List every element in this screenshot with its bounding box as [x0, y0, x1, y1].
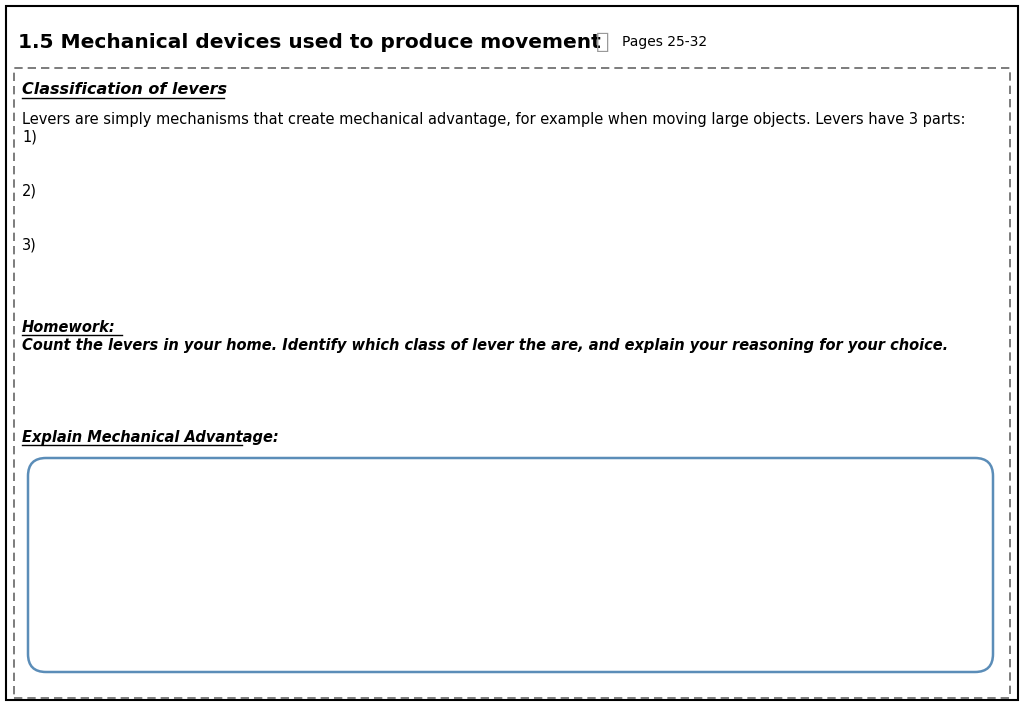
Text: 2): 2) [22, 183, 37, 198]
Text: Homework:: Homework: [22, 320, 116, 335]
Text: Classification of levers: Classification of levers [22, 82, 227, 97]
Text: 1.5 Mechanical devices used to produce movement: 1.5 Mechanical devices used to produce m… [18, 33, 601, 52]
Text: Count the levers in your home. Identify which class of lever the are, and explai: Count the levers in your home. Identify … [22, 338, 948, 353]
Bar [14, 68, 1010, 698]
Text: 3): 3) [22, 238, 37, 253]
Text: Pages 25-32: Pages 25-32 [622, 35, 708, 49]
Text: 1): 1) [22, 130, 37, 145]
FancyBboxPatch shape [28, 458, 993, 672]
Text: Levers are simply mechanisms that create mechanical advantage, for example when : Levers are simply mechanisms that create… [22, 112, 966, 127]
Text: Explain Mechanical Advantage:: Explain Mechanical Advantage: [22, 430, 279, 445]
Text: 📖: 📖 [596, 32, 609, 52]
